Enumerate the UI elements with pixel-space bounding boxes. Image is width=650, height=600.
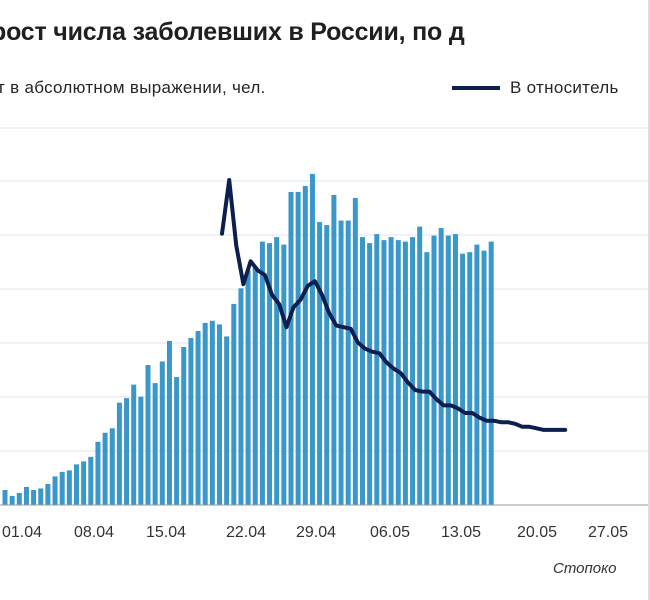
bar — [231, 303, 237, 505]
bar — [259, 241, 265, 505]
bar — [345, 220, 351, 505]
bar — [417, 226, 423, 505]
bar — [488, 241, 494, 505]
bar — [116, 402, 122, 505]
bar — [309, 173, 315, 505]
bar — [474, 244, 480, 505]
bar — [217, 324, 222, 505]
bar — [152, 383, 158, 505]
bar — [460, 253, 466, 505]
bar — [181, 346, 187, 505]
bar — [124, 398, 130, 505]
bar — [209, 320, 215, 505]
bar — [431, 235, 437, 506]
bar — [195, 331, 201, 505]
bar — [245, 270, 251, 505]
bar — [467, 252, 473, 505]
bar — [59, 471, 65, 505]
bar — [367, 243, 373, 505]
bar — [66, 470, 72, 505]
x-tick-label: 20.05 — [517, 524, 557, 541]
legend-line-swatch — [452, 86, 500, 90]
bar — [95, 441, 101, 505]
bar — [23, 486, 29, 505]
bar — [324, 225, 330, 505]
bar — [445, 235, 451, 506]
bar — [438, 228, 444, 505]
bar — [174, 377, 180, 505]
bar — [452, 234, 458, 505]
bar — [102, 432, 108, 505]
frame-border — [648, 0, 650, 600]
x-tick-label: 13.05 — [441, 524, 481, 541]
bar — [352, 197, 358, 506]
bar — [138, 396, 144, 505]
bar — [38, 488, 44, 505]
bar — [2, 489, 8, 505]
x-tick-label: 08.04 — [74, 524, 114, 541]
relative-growth-line — [220, 178, 568, 432]
bar — [202, 322, 208, 505]
bar — [52, 476, 58, 505]
bar — [388, 237, 394, 506]
bar — [45, 483, 51, 505]
bar — [410, 237, 416, 506]
bar — [331, 194, 337, 505]
bar — [402, 241, 408, 505]
bar — [224, 336, 230, 505]
bar — [166, 340, 172, 505]
bar — [145, 365, 151, 505]
bar — [9, 495, 15, 505]
bar — [81, 461, 87, 505]
bar — [481, 250, 487, 505]
bar — [288, 191, 294, 505]
bar — [31, 489, 37, 505]
bar — [252, 267, 258, 505]
bar — [109, 428, 115, 505]
bar — [360, 237, 365, 506]
bar — [88, 456, 94, 505]
bar — [267, 243, 273, 505]
bar — [131, 384, 137, 505]
legend-line-entry: В относитель — [452, 78, 619, 98]
bar — [74, 464, 79, 505]
x-tick-label: 22.04 — [226, 524, 266, 541]
bar — [16, 492, 22, 505]
bar — [238, 288, 244, 505]
legend-line-label: В относитель — [510, 78, 619, 97]
bar — [317, 222, 323, 505]
bar — [295, 191, 301, 505]
bar — [424, 252, 430, 505]
x-tick-label: 29.04 — [296, 524, 336, 541]
bar — [338, 220, 344, 505]
bar — [281, 244, 287, 505]
chart-title: рост числа заболевших в России, по д — [0, 18, 465, 46]
bar — [274, 237, 280, 506]
bar — [374, 234, 380, 505]
x-tick-label: 06.05 — [370, 524, 410, 541]
bar — [381, 240, 387, 505]
bar — [159, 361, 165, 505]
x-tick-label: 15.04 — [146, 524, 186, 541]
source-note: Стопоко — [553, 560, 617, 577]
bar — [188, 337, 194, 505]
legend-bar-label: т в абсолютном выражении, чел. — [0, 78, 266, 97]
bar — [302, 185, 308, 505]
x-tick-label: 01.04 — [2, 524, 42, 541]
x-tick-label: 27.05 — [588, 524, 628, 541]
